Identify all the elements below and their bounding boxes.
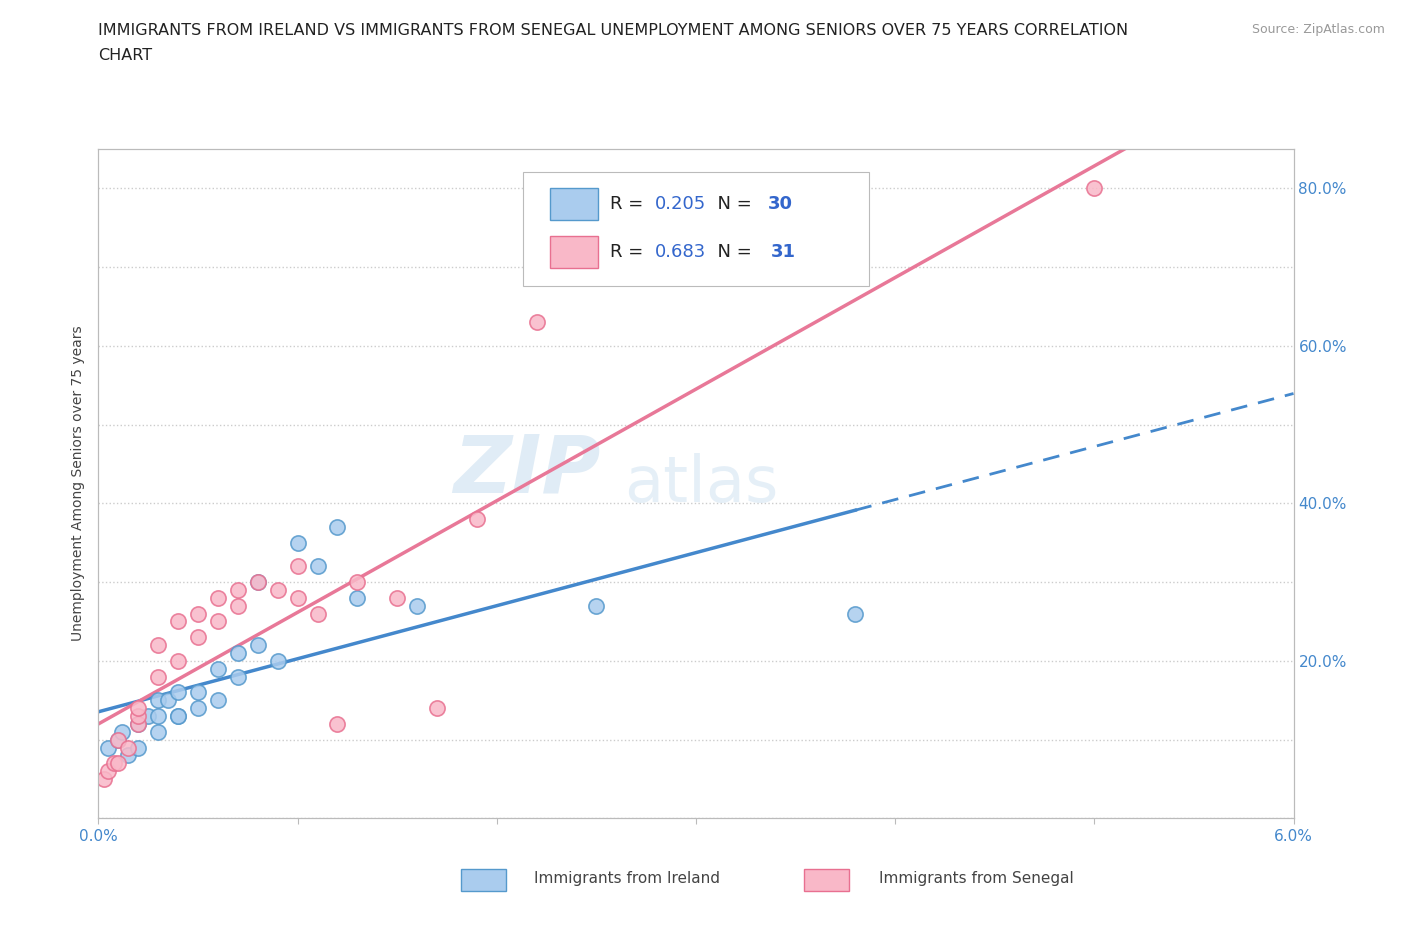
Point (246, 575, 269, 590)
Point (107, 756, 129, 771)
Point (465, 512, 488, 526)
Point (167, 709, 190, 724)
Text: ZIP: ZIP (453, 432, 600, 510)
Point (93, 772, 115, 787)
Text: CHART: CHART (98, 48, 152, 63)
Point (187, 630, 209, 644)
Point (226, 598, 249, 613)
Point (246, 638, 269, 653)
Text: atlas: atlas (624, 453, 779, 514)
Text: IMMIGRANTS FROM IRELAND VS IMMIGRANTS FROM SENEGAL UNEMPLOYMENT AMONG SENIORS OV: IMMIGRANTS FROM IRELAND VS IMMIGRANTS FR… (98, 23, 1129, 38)
Text: 0.205: 0.205 (655, 195, 707, 213)
Point (326, 520, 349, 535)
Point (127, 709, 149, 724)
Point (127, 716, 149, 731)
Point (148, 724, 170, 739)
Text: R =: R = (610, 195, 650, 213)
Point (111, 724, 134, 739)
Text: N =: N = (706, 243, 763, 261)
FancyBboxPatch shape (550, 188, 598, 220)
Point (103, 756, 125, 771)
Text: 31: 31 (772, 243, 796, 261)
Point (187, 606, 209, 621)
Text: R =: R = (610, 243, 650, 261)
Point (207, 661, 229, 676)
Text: Source: ZipAtlas.com: Source: ZipAtlas.com (1251, 23, 1385, 36)
FancyBboxPatch shape (550, 236, 598, 268)
Point (307, 559, 329, 574)
Point (326, 716, 349, 731)
Point (226, 670, 249, 684)
Point (844, 606, 866, 621)
Point (226, 582, 249, 597)
Point (207, 591, 229, 605)
Point (267, 582, 290, 597)
Point (148, 670, 170, 684)
Point (307, 606, 329, 621)
Point (267, 654, 290, 669)
Point (97, 764, 120, 778)
Point (136, 709, 159, 724)
Y-axis label: Unemployment Among Seniors over 75 years: Unemployment Among Seniors over 75 years (72, 326, 86, 642)
Text: 30: 30 (768, 195, 793, 213)
Point (585, 598, 607, 613)
Point (127, 740, 149, 755)
Point (246, 575, 269, 590)
Point (226, 645, 249, 660)
Text: N =: N = (706, 195, 756, 213)
FancyBboxPatch shape (523, 172, 869, 286)
Point (187, 700, 209, 715)
Point (117, 748, 139, 763)
Point (287, 559, 309, 574)
Point (167, 654, 190, 669)
Point (346, 591, 368, 605)
Point (346, 575, 368, 590)
Point (207, 693, 229, 708)
Point (167, 709, 190, 724)
Point (426, 700, 449, 715)
Point (97, 740, 120, 755)
Point (127, 700, 149, 715)
Point (287, 536, 309, 551)
Point (167, 684, 190, 699)
Point (157, 693, 180, 708)
Text: 0.683: 0.683 (655, 243, 707, 261)
Point (385, 591, 409, 605)
Point (287, 591, 309, 605)
Point (107, 732, 129, 747)
Point (526, 314, 548, 329)
Point (127, 716, 149, 731)
Point (148, 709, 170, 724)
Point (107, 732, 129, 747)
Point (167, 614, 190, 629)
Point (117, 740, 139, 755)
Text: Immigrants from Ireland: Immigrants from Ireland (534, 871, 720, 886)
Point (187, 684, 209, 699)
Point (148, 638, 170, 653)
Point (406, 598, 429, 613)
Point (148, 693, 170, 708)
Point (1083, 180, 1105, 195)
Point (207, 614, 229, 629)
Text: Immigrants from Senegal: Immigrants from Senegal (879, 871, 1074, 886)
